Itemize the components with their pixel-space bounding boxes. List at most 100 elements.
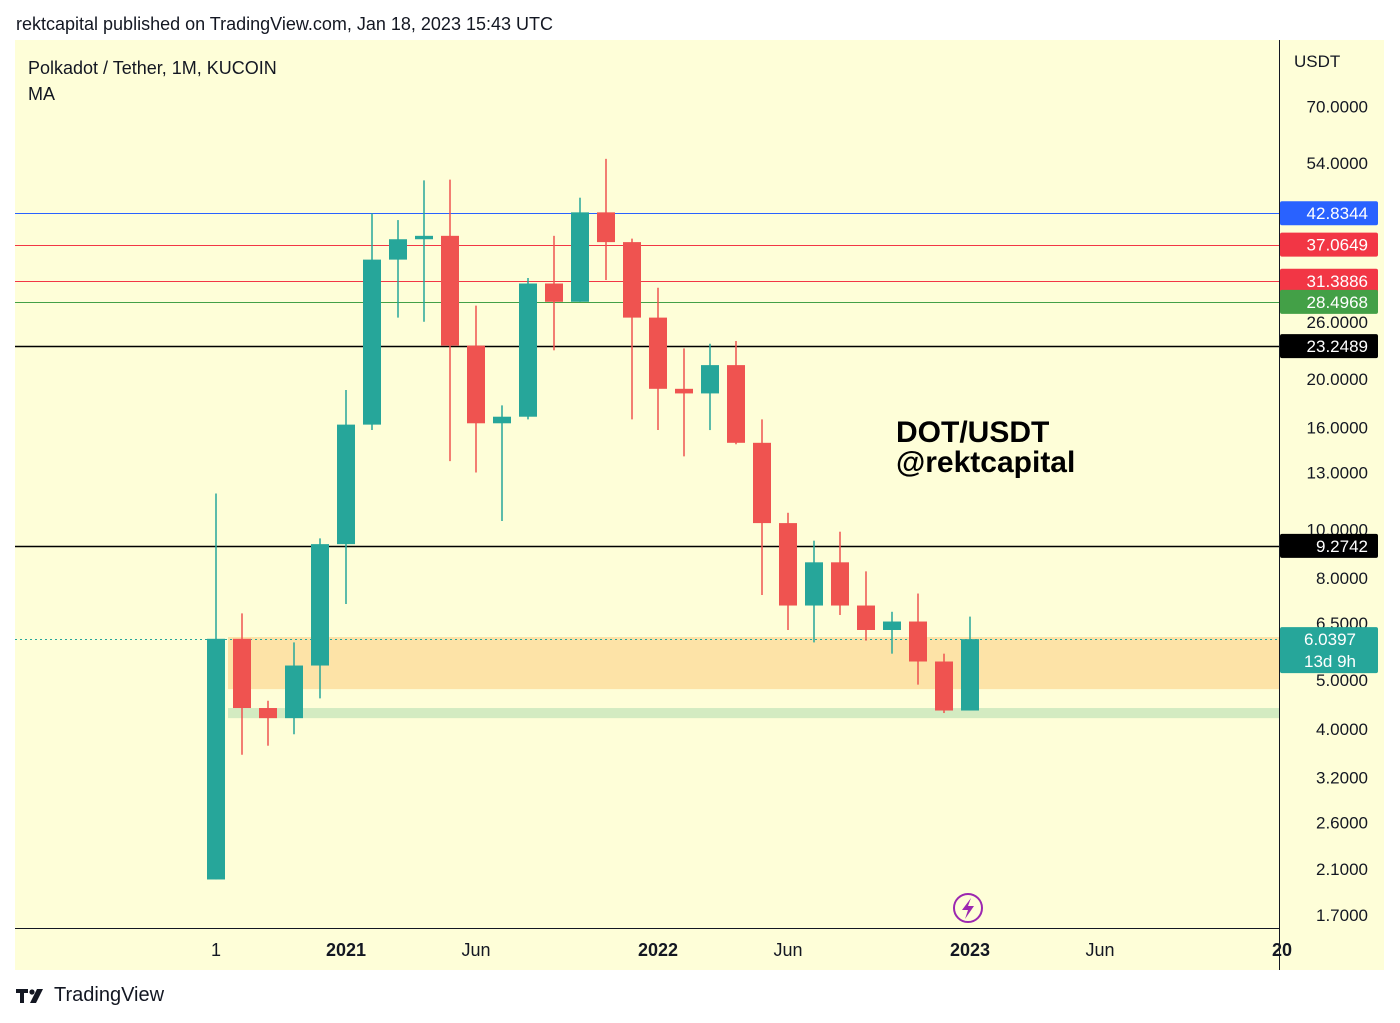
candle-body (597, 212, 615, 243)
candle-2021-05[interactable] (441, 179, 459, 462)
level-price-tag[interactable]: 28.4968 (1280, 289, 1378, 314)
indicator-legend[interactable]: MA (28, 84, 55, 104)
candle-2022-03[interactable] (701, 343, 719, 431)
candle-2021-12[interactable] (623, 238, 641, 420)
candle-body (363, 259, 381, 425)
candle-2021-04[interactable] (415, 180, 433, 322)
time-tick-label: 20 (1272, 940, 1292, 960)
candle-2021-09[interactable] (545, 235, 563, 351)
price-tag-label: 42.8344 (1307, 204, 1368, 223)
candle-2020-11[interactable] (285, 642, 303, 735)
price-tag-bg (1280, 201, 1378, 226)
candle-body (207, 638, 225, 880)
last-price-value: 6.0397 (1304, 630, 1356, 649)
price-tag-bg (1280, 268, 1378, 293)
candle-2021-06[interactable] (467, 305, 485, 473)
candle-body (389, 239, 407, 260)
time-tick-label: 1 (211, 940, 221, 960)
candle-body (805, 562, 823, 606)
candle-2021-02[interactable] (363, 213, 381, 431)
candle-body (493, 416, 511, 424)
candle-2022-10[interactable] (883, 611, 901, 654)
candle-2022-08[interactable] (831, 531, 849, 615)
candle-2021-10[interactable] (571, 197, 589, 302)
support-zone-orange[interactable] (228, 637, 1279, 690)
candle-body (545, 283, 563, 302)
candle-body (571, 212, 589, 302)
candle-body (415, 235, 433, 240)
price-tag-bg (1280, 289, 1378, 314)
last-price-tag-bg (1280, 627, 1378, 674)
level-price-tag[interactable]: 42.8344 (1280, 201, 1378, 226)
time-tick-label: Jun (461, 940, 490, 960)
candle-body (233, 638, 251, 709)
candle-2022-04[interactable] (727, 340, 745, 445)
price-tag-label: 23.2489 (1307, 337, 1368, 356)
candle-2022-05[interactable] (753, 419, 771, 595)
last-price-countdown: 13d 9h (1304, 652, 1356, 671)
candle-body (649, 317, 667, 389)
candle-2021-11[interactable] (597, 158, 615, 281)
candle-body (337, 424, 355, 545)
price-tick-label: 20.0000 (1307, 370, 1368, 389)
price-tag-label: 31.3886 (1307, 272, 1368, 291)
last-price-tag[interactable]: 6.0397 13d 9h (1280, 627, 1378, 674)
candle-2022-07[interactable] (805, 540, 823, 643)
time-axis-background (15, 928, 1384, 970)
price-tick-label: 3.2000 (1316, 768, 1368, 787)
level-price-tag[interactable]: 31.3886 (1280, 268, 1378, 293)
candle-body (311, 544, 329, 666)
candle-2020-09[interactable] (233, 613, 251, 755)
level-price-tag[interactable]: 23.2489 (1280, 334, 1378, 359)
price-tick-label: 4.0000 (1316, 720, 1368, 739)
candle-2020-08[interactable] (207, 493, 225, 880)
price-tick-label: 5.0000 (1316, 671, 1368, 690)
price-tag-bg (1280, 334, 1378, 359)
candle-2021-07[interactable] (493, 405, 511, 521)
support-zone-green[interactable] (228, 708, 1279, 719)
published-by-header: rektcapital published on TradingView.com… (16, 14, 553, 34)
price-tick-label: 1.7000 (1316, 906, 1368, 925)
candle-body (753, 442, 771, 524)
candle-2021-03[interactable] (389, 220, 407, 318)
plot-background (15, 40, 1279, 928)
candle-2021-08[interactable] (519, 277, 537, 420)
price-tick-label: 8.0000 (1316, 569, 1368, 588)
time-tick-label: 2022 (638, 940, 678, 960)
candlestick-chart[interactable]: 70.0000 54.0000 26.0000 20.0000 16.0000 13.00… (0, 0, 1400, 980)
annotation-pair[interactable]: DOT/USDT (896, 416, 1049, 449)
level-price-tag[interactable]: 37.0649 (1280, 232, 1378, 257)
symbol-legend: Polkadot / Tether, 1M, KUCOIN (28, 58, 277, 78)
candle-2022-11[interactable] (909, 593, 927, 685)
time-tick-label: Jun (1085, 940, 1114, 960)
candle-body (285, 665, 303, 719)
lightning-event-icon[interactable] (953, 893, 983, 923)
price-tick-label: 13.0000 (1307, 463, 1368, 482)
candle-body (701, 365, 719, 394)
tradingview-brand[interactable]: TradingView (54, 984, 165, 1006)
level-price-tag[interactable]: 9.2742 (1280, 533, 1378, 558)
candle-2022-01[interactable] (649, 287, 667, 431)
candle-body (519, 283, 537, 417)
candle-2020-12[interactable] (311, 538, 329, 699)
candle-body (675, 388, 693, 394)
candle-2020-10[interactable] (259, 700, 277, 746)
price-tag-bg (1280, 533, 1378, 558)
price-axis-background (1279, 40, 1384, 928)
candle-2023-01[interactable] (961, 616, 979, 711)
currency-label: USDT (1294, 52, 1340, 71)
candle-body (935, 661, 953, 711)
candle-2022-06[interactable] (779, 512, 797, 630)
time-tick-label: 2023 (950, 940, 990, 960)
candle-2021-01[interactable] (337, 389, 355, 604)
price-tag-bg (1280, 232, 1378, 257)
candle-2022-12[interactable] (935, 653, 953, 714)
candle-body (831, 562, 849, 606)
price-tick-label: 26.0000 (1307, 313, 1368, 332)
annotation-author[interactable]: @rektcapital (896, 446, 1075, 479)
price-tag-label: 9.2742 (1316, 537, 1368, 556)
candle-2022-02[interactable] (675, 348, 693, 457)
candle-2022-09[interactable] (857, 571, 875, 641)
tradingview-logo-icon[interactable] (16, 986, 48, 1006)
price-tick-label: 54.0000 (1307, 154, 1368, 173)
